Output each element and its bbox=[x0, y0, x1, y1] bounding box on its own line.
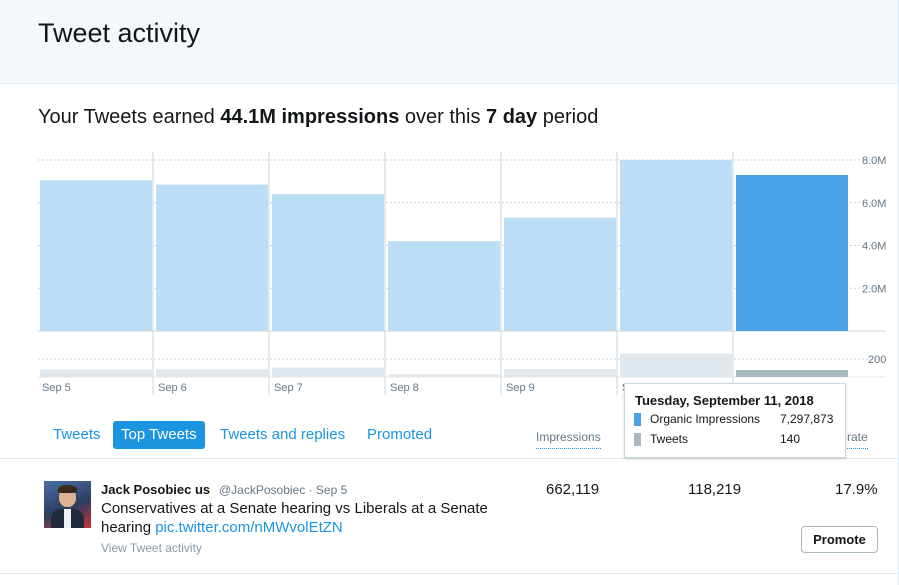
tweets-bar bbox=[156, 369, 268, 377]
x-tick-label: Sep 6 bbox=[158, 382, 187, 394]
tweets-bar bbox=[504, 369, 616, 377]
impressions-bar bbox=[388, 241, 500, 331]
page-header: Tweet activity bbox=[0, 0, 899, 84]
view-tweet-activity-link[interactable]: View Tweet activity bbox=[101, 541, 202, 555]
tweets-bar bbox=[620, 353, 732, 377]
tooltip-label: Organic Impressions bbox=[650, 412, 761, 426]
chart-tooltip: Tuesday, September 11, 2018 Organic Impr… bbox=[624, 383, 846, 458]
y-tick-label: 4.0M bbox=[862, 241, 886, 253]
impressions-bar bbox=[40, 180, 152, 331]
tooltip-value: 7,297,873 bbox=[780, 412, 834, 426]
tooltip-date: Tuesday, September 11, 2018 bbox=[635, 393, 814, 408]
tab-tweets-and-replies[interactable]: Tweets and replies bbox=[220, 426, 346, 443]
tweet-handle-date: @JackPosobiec · Sep 5 bbox=[219, 483, 348, 497]
summary-suffix: period bbox=[537, 106, 599, 128]
impressions-bar bbox=[736, 175, 848, 331]
tweet-tabs: Tweets Top Tweets Tweets and replies Pro… bbox=[0, 419, 899, 459]
y-tick-label: 6.0M bbox=[862, 198, 886, 210]
tweets-bar bbox=[736, 370, 848, 377]
tooltip-label: Tweets bbox=[650, 432, 689, 446]
y-tick-label: 2.0M bbox=[862, 283, 886, 295]
summary-period: 7 day bbox=[486, 106, 538, 128]
tweet-engagement-rate-value: 17.9% bbox=[835, 481, 878, 498]
impressions-summary: Your Tweets earned 44.1M impressions ove… bbox=[38, 106, 598, 129]
summary-impressions: 44.1M impressions bbox=[220, 106, 400, 128]
column-header-engagement-rate[interactable]: rate bbox=[847, 430, 868, 449]
x-tick-label: Sep 5 bbox=[42, 382, 71, 394]
impressions-bar bbox=[504, 217, 616, 331]
x-tick-label: Sep 7 bbox=[274, 382, 303, 394]
tweet-text: Conservatives at a Senate hearing vs Lib… bbox=[101, 499, 501, 537]
tweets-bar bbox=[272, 367, 384, 377]
tab-tweets[interactable]: Tweets bbox=[53, 426, 101, 443]
column-header-impressions[interactable]: Impressions bbox=[536, 430, 601, 449]
y-tick-label: 8.0M bbox=[862, 155, 886, 167]
impressions-bar bbox=[272, 194, 384, 331]
impressions-bar bbox=[156, 184, 268, 331]
tweet-engagements-value: 118,219 bbox=[688, 481, 742, 498]
tweet-body: Conservatives at a Senate hearing vs Lib… bbox=[101, 500, 488, 536]
tweets-tick-label: 200 bbox=[868, 354, 886, 366]
tweet-author-name[interactable]: Jack Posobiec us bbox=[101, 482, 211, 497]
tweets-bar bbox=[388, 374, 500, 377]
tooltip-swatch-tweets bbox=[634, 433, 641, 446]
tooltip-value: 140 bbox=[780, 432, 801, 446]
promote-button[interactable]: Promote bbox=[801, 526, 878, 553]
summary-middle: over this bbox=[399, 106, 487, 128]
tab-top-tweets[interactable]: Top Tweets bbox=[113, 421, 205, 449]
tweet-media-link[interactable]: pic.twitter.com/nMWvolEtZN bbox=[155, 519, 343, 536]
x-tick-label: Sep 8 bbox=[390, 382, 419, 394]
x-tick-label: Sep 9 bbox=[506, 382, 535, 394]
impressions-chart[interactable]: 8.0M 6.0M 4.0M 2.0M 200 Sep 5 Sep 6 Sep 7 Sep 8 S… bbox=[0, 140, 899, 398]
tab-promoted[interactable]: Promoted bbox=[367, 426, 433, 443]
tooltip-swatch-impressions bbox=[634, 413, 641, 426]
tweets-bar bbox=[40, 369, 152, 377]
tweet-impressions-value: 662,119 bbox=[546, 481, 600, 498]
summary-prefix: Your Tweets earned bbox=[38, 106, 221, 128]
impressions-bar bbox=[620, 160, 732, 331]
table-row: Jack Posobiec us @JackPosobiec · Sep 5 C… bbox=[0, 460, 899, 574]
avatar[interactable] bbox=[44, 481, 91, 528]
page-title: Tweet activity bbox=[38, 18, 201, 48]
